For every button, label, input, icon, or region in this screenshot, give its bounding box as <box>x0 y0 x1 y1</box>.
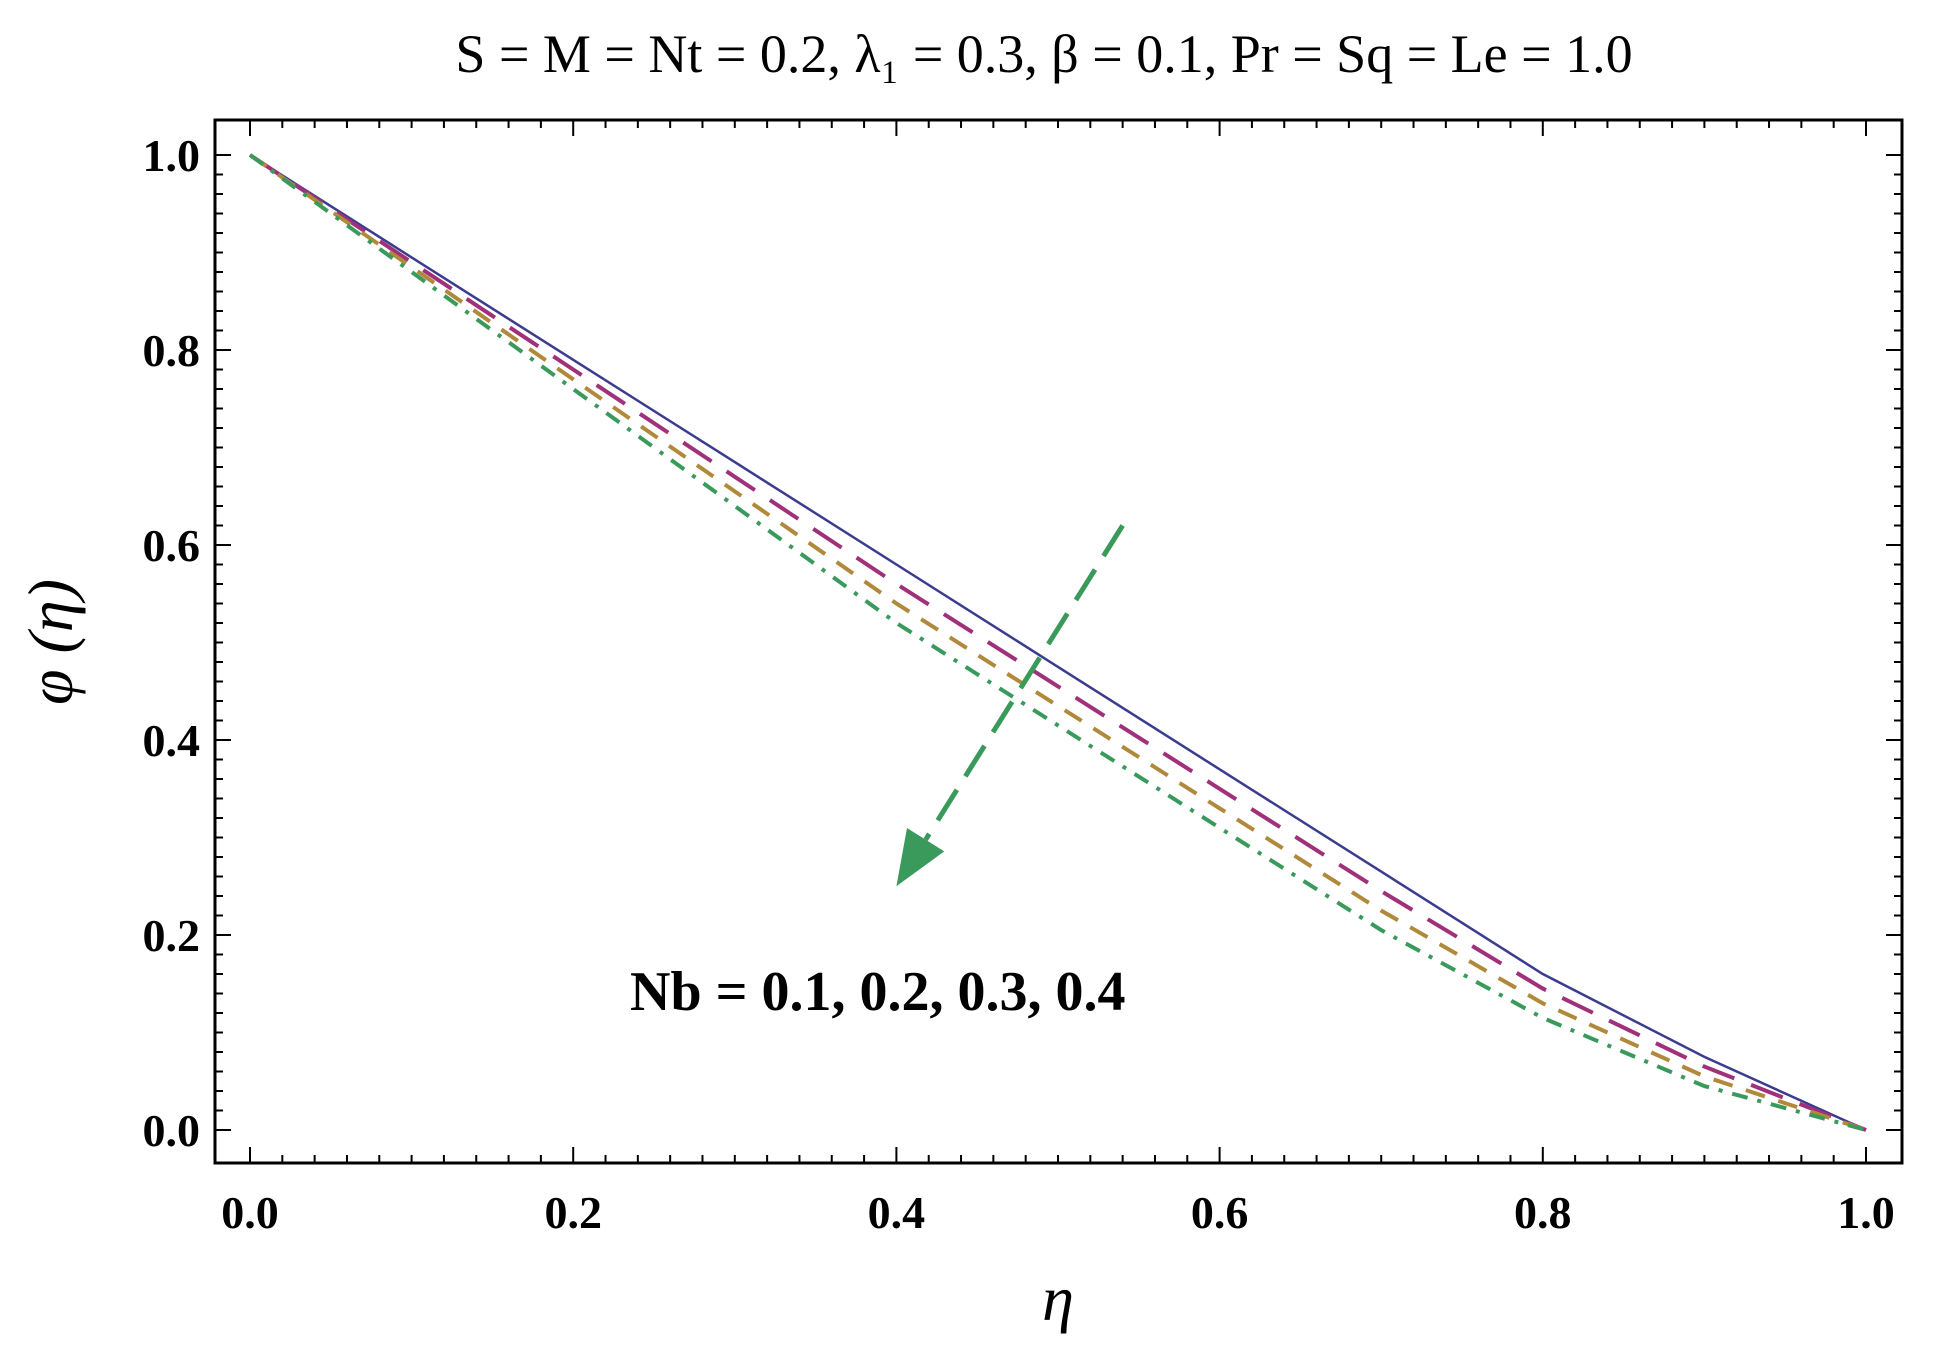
arrow-shaft <box>923 524 1125 841</box>
x-tick-label: 0.2 <box>544 1187 602 1238</box>
axis-ticks <box>215 120 1902 1163</box>
series-line-4 <box>248 153 1867 1132</box>
series-line-1 <box>249 153 1867 1132</box>
y-tick-label: 1.0 <box>143 130 201 181</box>
y-tick-labels: 0.0 0.2 0.4 0.6 0.8 1.0 <box>143 130 201 1156</box>
trend-arrow <box>896 524 1125 887</box>
x-tick-label: 0.8 <box>1514 1187 1572 1238</box>
x-tick-label: 0.0 <box>221 1187 279 1238</box>
x-tick-label: 0.4 <box>868 1187 926 1238</box>
x-axis-label: η <box>1042 1263 1074 1334</box>
series-lines <box>248 153 1867 1132</box>
y-tick-label: 0.8 <box>143 325 201 376</box>
y-tick-label: 0.4 <box>143 715 201 766</box>
arrow-head <box>896 827 945 887</box>
y-tick-label: 0.6 <box>143 520 201 571</box>
x-tick-labels: 0.0 0.2 0.4 0.6 0.8 1.0 <box>221 1187 1895 1238</box>
nb-annotation: Nb = 0.1, 0.2, 0.3, 0.4 <box>630 961 1126 1023</box>
series-line-2 <box>248 153 1867 1132</box>
y-tick-label: 0.0 <box>143 1105 201 1156</box>
y-axis-label: φ (η) <box>15 579 86 705</box>
chart-title: S = M = Nt = 0.2, λ₁ = 0.3, β = 0.1, Pr … <box>455 24 1632 84</box>
x-tick-label: 1.0 <box>1837 1187 1895 1238</box>
series-line-3 <box>248 153 1867 1132</box>
x-tick-label: 0.6 <box>1191 1187 1249 1238</box>
y-tick-label: 0.2 <box>143 910 201 961</box>
